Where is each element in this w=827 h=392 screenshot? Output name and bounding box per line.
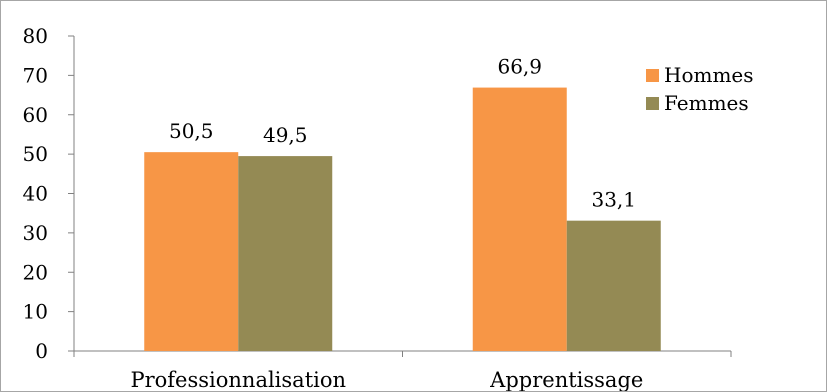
- bar-hommes-1: [472, 87, 567, 352]
- bar-hommes-0: [144, 152, 239, 351]
- x-category-label: Professionnalisation: [130, 368, 346, 391]
- bar-femmes-1: [566, 220, 661, 351]
- legend-label-femmes: Femmes: [664, 91, 749, 115]
- y-tick-label: 60: [23, 103, 48, 127]
- y-tick-label: 40: [23, 182, 48, 206]
- x-category-label: Apprentissage: [489, 368, 643, 391]
- data-label-hommes-0: 50,5: [169, 119, 214, 143]
- legend-swatch-hommes: [646, 69, 659, 82]
- y-tick-label: 80: [23, 24, 48, 48]
- y-tick-label: 50: [23, 142, 48, 166]
- legend-label-hommes: Hommes: [664, 63, 754, 87]
- y-tick-label: 20: [23, 260, 48, 284]
- data-label-femmes-0: 49,5: [263, 123, 308, 147]
- y-tick-label: 10: [23, 300, 48, 324]
- legend-swatch-femmes: [646, 97, 659, 110]
- bar-femmes-0: [238, 156, 333, 351]
- y-tick-label: 30: [23, 221, 48, 245]
- y-tick-label: 0: [35, 339, 48, 363]
- data-label-femmes-1: 33,1: [591, 188, 636, 212]
- data-label-hommes-1: 66,9: [497, 55, 542, 79]
- y-tick-label: 70: [23, 63, 48, 87]
